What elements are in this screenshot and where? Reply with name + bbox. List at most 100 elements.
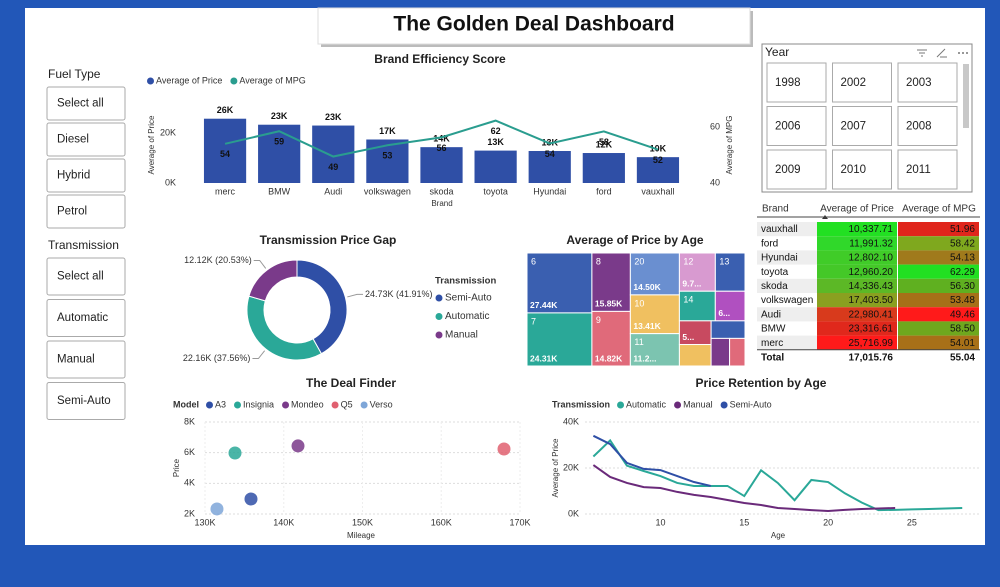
data-label: 13K [487,137,504,147]
data-label: 10K [650,144,667,154]
x-tick-label: 160K [431,517,452,527]
legend-label: Manual [683,399,713,409]
cell-label: 20 [634,256,644,266]
legend-label: Automatic [445,311,489,322]
slicer-option[interactable]: Hybrid [57,170,90,182]
table-cell: 12,960.20 [849,267,894,278]
legend-label: A3 [215,399,226,409]
slicer-icons [917,48,947,58]
y-tick-label: 8K [184,416,195,426]
slicer-option[interactable]: Petrol [57,206,87,218]
year-button[interactable] [897,106,958,146]
slicer-button[interactable] [46,382,126,420]
year-button[interactable] [832,106,892,146]
year-button[interactable] [832,62,892,103]
slicer-button[interactable] [46,299,126,337]
slicer-option[interactable]: Semi-Auto [57,395,111,407]
year-option[interactable]: 2009 [775,164,801,176]
data-label: 15.85K [595,299,623,309]
year-button[interactable] [897,149,958,190]
slicer-option[interactable]: Select all [57,271,104,283]
bar [474,150,517,183]
x-tick-label: skoda [429,186,453,196]
table-cell: 12,802.10 [849,253,894,264]
table-cell: Hyundai [761,253,798,264]
y-tick-label: 0K [165,177,176,187]
cell-label: 6 [531,256,536,266]
table-cell: 58.42 [950,238,975,249]
y2-axis-title: Average of MPG [725,116,734,175]
year-option[interactable]: 2003 [906,77,932,89]
x-tick-label: 170K [509,517,530,527]
table-cell: 54.13 [950,253,975,264]
table-total: 17,015.76 [849,352,894,363]
data-label: 13K [541,137,558,147]
year-option[interactable]: 2011 [906,164,931,176]
year-option[interactable]: 2008 [906,121,932,133]
slicer-button[interactable] [46,194,126,229]
data-label: 6... [718,308,730,318]
bar [366,139,409,183]
x-tick-label: BMW [268,186,291,196]
slicer-button[interactable] [46,86,126,121]
slicer-option[interactable]: Diesel [57,134,89,146]
table-cell: 22,980.41 [849,309,894,320]
dashboard-title: The Golden Deal Dashboard [393,13,674,36]
slicer-button[interactable] [46,158,126,193]
data-label: 23K [271,111,288,121]
table-cell: Audi [761,309,781,320]
year-option[interactable]: 2007 [841,121,867,133]
cell-color [817,335,897,350]
scrollbar[interactable] [963,64,969,128]
year-option[interactable]: 1998 [775,77,801,89]
table-cell: 10,337.71 [849,224,894,235]
table-cell: 25,716.99 [849,338,894,349]
data-label: 12.12K (20.53%) [184,255,252,265]
slicer-option[interactable]: Automatic [57,312,108,324]
chart-title: Brand Efficiency Score [374,52,506,66]
data-label: 12K [596,139,613,149]
treemap-cell [629,333,680,367]
x-tick-label: merc [215,186,235,196]
x-tick-label: 150K [352,517,373,527]
x-tick-label: Hyundai [533,186,566,196]
year-option[interactable]: 2010 [841,164,867,176]
treemap-cell [591,310,631,367]
title-box [317,7,751,45]
year-option[interactable]: 2002 [841,77,867,89]
table-cell: 17,403.50 [849,295,894,306]
leader-line [347,293,364,298]
year-button[interactable] [832,149,892,190]
year-button[interactable] [897,62,958,103]
year-option[interactable]: 2006 [775,121,801,133]
y-axis-title: Average of Price [147,115,156,175]
table-header: Average of Price [820,204,894,215]
cell-color [898,335,979,350]
scatter-point [244,492,258,506]
cell-color [817,236,897,251]
year-slicer-title: Year [765,45,789,59]
data-label: 54 [545,149,555,159]
slicer-button[interactable] [46,122,126,157]
legend-marker [360,401,368,409]
cell-label: 7 [531,316,536,326]
year-button[interactable] [766,149,827,190]
legend-label: Mondeo [291,399,324,409]
slicer-option[interactable]: Manual [57,354,95,366]
x-tick-label: 140K [273,517,294,527]
cell-color [817,222,897,237]
table-cell: vauxhall [761,224,798,235]
scatter-point [497,442,511,456]
slicer-button[interactable] [46,257,126,296]
table-cell: BMW [761,324,786,335]
cell-color [817,250,897,265]
slicer-option[interactable]: Select all [57,98,104,110]
scatter-point [228,446,242,460]
year-button[interactable] [766,62,827,103]
y-tick-label: 20K [563,462,579,472]
year-button[interactable] [766,106,827,146]
slicer-button[interactable] [46,340,126,379]
row-band [757,250,817,265]
cell-label: 10 [634,298,644,308]
